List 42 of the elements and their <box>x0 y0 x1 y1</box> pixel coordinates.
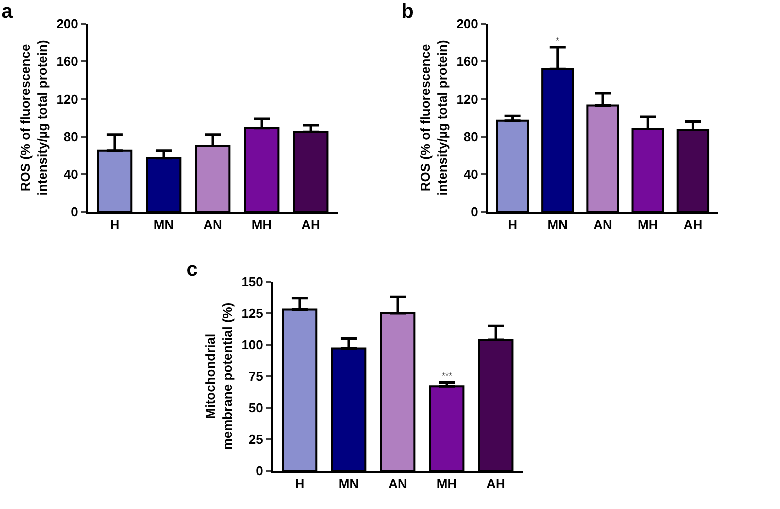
y-tick-label: 120 <box>56 92 78 107</box>
y-tick-label: 50 <box>248 400 264 416</box>
y-tick-label: 40 <box>64 166 78 182</box>
y-tick-label: 150 <box>242 274 264 290</box>
y-axis-title: ROS (% of fluorescence intensity/µg total protein) <box>18 40 50 196</box>
annotation: * <box>556 36 560 46</box>
y-tick-label: 80 <box>64 129 78 144</box>
y-tick-label: 25 <box>248 432 264 448</box>
x-tick-label: MN <box>548 218 568 233</box>
y-tick-label: 80 <box>464 129 478 144</box>
y-tick-label: 200 <box>456 16 478 32</box>
y-tick-label: 100 <box>242 338 264 353</box>
y-axis-title: ROS (% of fluorescence intensity/µg total protein) <box>418 40 450 196</box>
x-tick-label: H <box>295 476 305 492</box>
x-tick-label: H <box>508 218 518 233</box>
y-tick-label: 160 <box>56 54 78 70</box>
y-tick-label: 120 <box>456 92 478 107</box>
x-tick-label: MN <box>154 218 174 233</box>
x-tick-label: MH <box>436 476 458 492</box>
chart-title: c <box>186 258 198 281</box>
y-tick-label: 0 <box>71 204 78 220</box>
x-tick-label: H <box>110 218 120 233</box>
annotation: *** <box>442 371 454 381</box>
x-tick-label: AH <box>684 218 703 233</box>
x-tick-label: MH <box>638 218 658 233</box>
x-tick-label: AN <box>204 218 222 233</box>
chart-title: b <box>402 0 414 23</box>
y-tick-label: 0 <box>471 204 478 220</box>
y-tick-label: 75 <box>248 369 264 384</box>
y-tick-label: 40 <box>464 166 478 182</box>
x-tick-label: AH <box>486 476 506 492</box>
x-tick-label: MN <box>338 476 360 492</box>
x-tick-label: AN <box>594 218 612 233</box>
y-tick-label: 200 <box>56 16 78 32</box>
y-tick-label: 0 <box>256 464 264 479</box>
y-axis-title: Mitochondrial membrane potential (%) <box>203 302 236 450</box>
y-tick-label: 125 <box>242 306 264 322</box>
chart-title: a <box>2 0 14 23</box>
x-tick-label: AN <box>388 476 408 492</box>
x-tick-label: MH <box>252 218 272 233</box>
x-tick-label: AH <box>302 218 320 233</box>
y-tick-label: 160 <box>456 54 478 70</box>
